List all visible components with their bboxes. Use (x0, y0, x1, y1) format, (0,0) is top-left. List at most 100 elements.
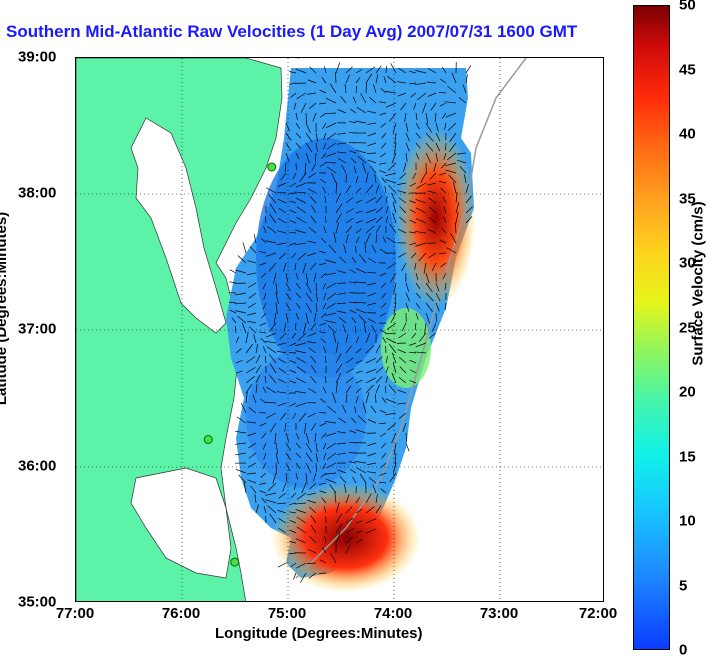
velocity-arrow (379, 422, 387, 425)
velocity-arrow (296, 526, 307, 534)
velocity-arrow (412, 172, 417, 180)
velocity-arrow (315, 142, 318, 152)
velocity-arrow (355, 508, 363, 514)
velocity-arrow (285, 282, 291, 292)
velocity-arrow (375, 505, 382, 514)
velocity-arrow (445, 162, 457, 167)
velocity-arrow (365, 518, 377, 524)
velocity-arrow (307, 548, 317, 554)
velocity-arrow (414, 322, 417, 330)
velocity-arrow (355, 301, 367, 304)
velocity-arrow (289, 511, 297, 514)
velocity-arrow (367, 471, 377, 474)
velocity-arrow (379, 101, 387, 104)
velocity-arrow (259, 490, 267, 494)
velocity-arrow (440, 262, 447, 268)
velocity-arrow (309, 195, 317, 204)
velocity-arrow (355, 396, 359, 404)
velocity-arrow (415, 218, 427, 224)
velocity-arrow (379, 170, 387, 174)
velocity-arrow (409, 380, 417, 384)
map-plot-area[interactable] (75, 57, 604, 602)
velocity-arrow (320, 272, 327, 279)
velocity-arrow (345, 74, 350, 84)
velocity-arrow (405, 152, 408, 162)
velocity-arrow (390, 312, 397, 323)
x-tick-6: 72:00 (578, 605, 618, 622)
velocity-arrow (389, 472, 397, 483)
velocity-arrow (365, 377, 376, 384)
velocity-arrow (385, 398, 397, 404)
velocity-arrow (319, 482, 327, 485)
velocity-arrow (444, 282, 447, 290)
velocity-arrow (434, 112, 437, 122)
velocity-arrow (307, 499, 317, 504)
velocity-arrow (320, 338, 327, 344)
velocity-arrow (355, 539, 363, 544)
velocity-arrow (385, 216, 389, 224)
velocity-arrow (405, 282, 409, 292)
velocity-arrow (329, 483, 337, 494)
velocity-arrow (278, 207, 287, 214)
velocity-arrow (319, 250, 327, 254)
velocity-arrow (362, 402, 367, 414)
velocity-arrow (321, 152, 327, 159)
velocity-arrow (309, 482, 317, 490)
velocity-arrow (398, 252, 407, 258)
velocity-arrow (312, 112, 317, 122)
velocity-arrow (392, 212, 397, 224)
velocity-arrow (375, 376, 383, 384)
velocity-arrow (267, 225, 277, 234)
velocity-arrow (264, 355, 267, 364)
velocity-arrow (355, 210, 363, 214)
x-tick-3: 75:00 (267, 605, 307, 622)
velocity-arrow (433, 162, 437, 172)
velocity-arrow (382, 336, 387, 344)
velocity-arrow (365, 368, 377, 374)
velocity-arrow (262, 282, 267, 290)
velocity-arrow (391, 352, 397, 364)
velocity-arrow (391, 372, 397, 384)
velocity-arrow (435, 282, 440, 292)
velocity-arrow (277, 342, 287, 346)
velocity-arrow (298, 412, 307, 422)
velocity-arrow (261, 312, 267, 319)
colorbar-tick: 15 (679, 448, 696, 465)
velocity-arrow (339, 256, 347, 264)
velocity-arrow (381, 177, 387, 184)
velocity-arrow (345, 208, 354, 214)
velocity-arrow (310, 205, 317, 214)
velocity-arrow (277, 230, 287, 234)
velocity-arrow (266, 386, 277, 394)
velocity-arrow (384, 386, 387, 394)
velocity-arrow (326, 132, 337, 140)
velocity-arrow (305, 142, 313, 153)
velocity-arrow (324, 376, 327, 384)
velocity-arrow (285, 432, 289, 442)
velocity-arrow (297, 252, 307, 261)
velocity-arrow (375, 225, 381, 234)
velocity-arrow (279, 252, 287, 260)
velocity-arrow (248, 292, 257, 299)
velocity-arrow (427, 92, 437, 97)
velocity-arrow (314, 152, 317, 162)
velocity-arrow (260, 272, 267, 279)
velocity-arrow (409, 182, 417, 187)
velocity-arrow (401, 322, 407, 332)
velocity-arrow (277, 509, 287, 514)
velocity-arrow (290, 562, 297, 568)
velocity-arrow (367, 142, 377, 147)
velocity-arrow (247, 421, 257, 424)
velocity-arrow (265, 492, 277, 496)
velocity-arrow (247, 479, 257, 484)
velocity-arrow (440, 188, 447, 194)
velocity-arrow (264, 376, 267, 384)
velocity-arrow (355, 120, 367, 124)
velocity-arrow (465, 206, 473, 214)
velocity-arrow (289, 342, 297, 346)
velocity-arrow (405, 132, 410, 142)
velocity-arrow (404, 112, 407, 122)
velocity-arrow (365, 345, 375, 354)
velocity-arrow (326, 462, 337, 469)
velocity-arrow (329, 83, 337, 94)
